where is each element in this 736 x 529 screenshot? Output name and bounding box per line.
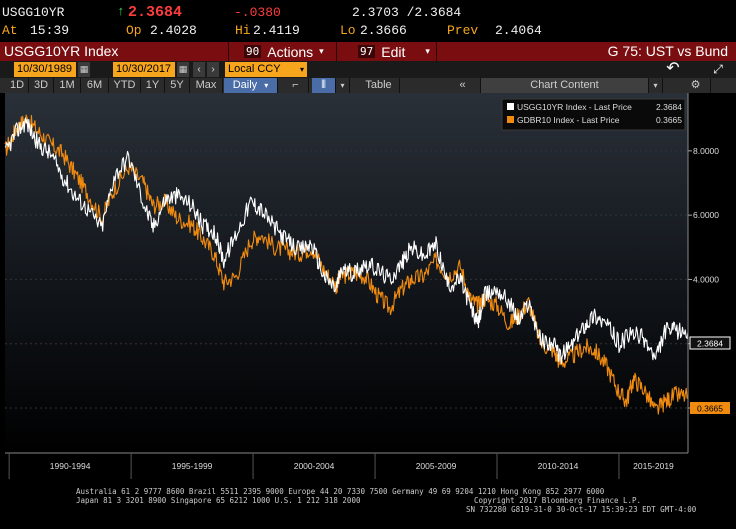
- frequency-value: Daily: [232, 79, 258, 91]
- x-tick-label: 2010-2014: [538, 461, 579, 471]
- price-chart[interactable]: 8.00006.00004.00002.00000.00001990-19941…: [0, 93, 736, 484]
- plot-area: [5, 93, 688, 453]
- period-max[interactable]: Max: [190, 78, 223, 93]
- time-value: 15:39: [30, 23, 70, 38]
- actions-menu[interactable]: 90 Actions ▾: [244, 42, 324, 61]
- title-bar: USGG10YR Index 90 Actions ▾ 97 Edit ▾ G …: [0, 42, 736, 61]
- settings-icon[interactable]: ⚙: [681, 78, 711, 93]
- security-name[interactable]: USGG10YR Index: [4, 43, 119, 59]
- bid-ask: 2.3703 /2.3684: [352, 5, 462, 20]
- last-value-us-text: 2.3684: [697, 339, 723, 349]
- legend-de-label: GDBR10 Index - Last Price: [517, 115, 620, 125]
- currency-value: Local CCY: [228, 63, 281, 75]
- open-value: 2.4028: [150, 23, 197, 38]
- x-tick-label: 2015-2019: [633, 461, 674, 471]
- caret-down-icon: ▾: [319, 46, 324, 56]
- legend-swatch-de: [507, 116, 514, 123]
- period-1y[interactable]: 1Y: [141, 78, 165, 93]
- date-toolbar: 10/30/1989 ▦ 10/30/2017 ▦ ‹ › Local CCY …: [0, 61, 736, 78]
- legend-us-label: USGG10YR Index - Last Price: [517, 102, 632, 112]
- expand-icon[interactable]: ⤢: [706, 62, 730, 77]
- net-change: -.0380: [234, 5, 281, 20]
- edit-menu[interactable]: 97 Edit ▾: [358, 42, 430, 61]
- period-ytd[interactable]: YTD: [109, 78, 141, 93]
- caret-down-icon: ▾: [299, 65, 304, 74]
- legend-us-value: 2.3684: [656, 102, 682, 112]
- calendar-icon[interactable]: ▦: [78, 62, 90, 77]
- series-line-de10y[interactable]: [4, 114, 689, 415]
- edit-shortcut: 97: [358, 45, 376, 58]
- ticker[interactable]: USGG10YR: [2, 5, 65, 20]
- period-1d[interactable]: 1D: [6, 78, 29, 93]
- frequency-select[interactable]: Daily ▾: [224, 78, 278, 93]
- candle-chart-icon[interactable]: ⫴: [312, 78, 336, 93]
- prev-value: 2.4064: [495, 23, 542, 38]
- table-button[interactable]: Table: [358, 78, 400, 93]
- divider: [228, 42, 229, 61]
- last-value-us: 2.3684: [689, 336, 731, 350]
- caret-down-icon[interactable]: ▾: [649, 78, 663, 93]
- caret-down-icon: ▾: [425, 46, 430, 56]
- low-label: Lo: [340, 23, 356, 38]
- x-tick-label: 1995-1999: [172, 461, 213, 471]
- calendar-icon[interactable]: ▦: [177, 62, 189, 77]
- x-tick-label: 2000-2004: [294, 461, 335, 471]
- period-5y[interactable]: 5Y: [165, 78, 190, 93]
- up-arrow-icon: ↑: [117, 4, 125, 19]
- chart-canvas[interactable]: 8.00006.00004.00002.00000.00001990-19941…: [0, 93, 736, 484]
- footer: Australia 61 2 9777 8600 Brazil 5511 239…: [0, 484, 736, 529]
- last-price: 2.3684: [128, 4, 183, 21]
- y-tick-label: 4.0000: [693, 274, 719, 284]
- divider: [436, 42, 437, 61]
- legend[interactable]: USGG10YR Index - Last Price 2.3684 GDBR1…: [501, 98, 686, 131]
- page-title: G 75: UST vs Bund: [607, 43, 728, 59]
- legend-de-value: 0.3665: [656, 115, 682, 125]
- currency-select[interactable]: Local CCY ▾: [225, 62, 307, 77]
- actions-shortcut: 90: [244, 45, 262, 58]
- low-value: 2.3666: [360, 23, 407, 38]
- footer-contacts: Australia 61 2 9777 8600 Brazil 5511 239…: [76, 487, 605, 496]
- period-toolbar: 1D 3D 1M 6M YTD 1Y 5Y Max Daily ▾ ⌐ ⫴ ▾ …: [0, 78, 736, 93]
- end-date-field[interactable]: 10/30/2017: [113, 62, 175, 77]
- x-tick-label: 2005-2009: [416, 461, 457, 471]
- last-value-de-text: 0.3665: [697, 404, 723, 414]
- caret-down-icon: ▾: [264, 81, 269, 90]
- footer-session: SN 732280 G819-31-0 30-Oct-17 15:39:23 E…: [466, 505, 697, 514]
- quote-header: USGG10YR ↑ 2.3684 -.0380 2.3703 /2.3684 …: [0, 0, 736, 40]
- period-6m[interactable]: 6M: [81, 78, 109, 93]
- y-tick-label: 8.0000: [693, 146, 719, 156]
- prev-icon[interactable]: ‹: [193, 62, 205, 77]
- chart-content-button[interactable]: Chart Content: [481, 78, 649, 93]
- open-label: Op: [126, 23, 142, 38]
- high-label: Hi: [235, 23, 251, 38]
- collapse-icon[interactable]: «: [445, 78, 481, 93]
- period-1m[interactable]: 1M: [54, 78, 81, 93]
- legend-swatch-us: [507, 103, 514, 110]
- period-3d[interactable]: 3D: [29, 78, 54, 93]
- last-value-de: 0.3665: [690, 402, 730, 414]
- footer-copyright: Copyright 2017 Bloomberg Finance L.P.: [474, 496, 642, 505]
- chart-content-label: Chart Content: [530, 79, 599, 91]
- start-date-field[interactable]: 10/30/1989: [14, 62, 76, 77]
- line-chart-icon[interactable]: ⌐: [283, 78, 309, 93]
- undo-icon[interactable]: ↶: [661, 61, 685, 77]
- time-label: At: [2, 23, 18, 38]
- x-tick-label: 1990-1994: [50, 461, 91, 471]
- divider: [336, 42, 337, 61]
- y-tick-label: 6.0000: [693, 210, 719, 220]
- caret-down-icon[interactable]: ▾: [336, 78, 350, 93]
- footer-contacts-2: Japan 81 3 3201 8900 Singapore 65 6212 1…: [76, 496, 361, 505]
- edit-label: Edit: [381, 43, 406, 60]
- prev-label: Prev: [447, 23, 479, 38]
- high-value: 2.4119: [253, 23, 300, 38]
- actions-label: Actions: [267, 43, 314, 60]
- series-line-us10y[interactable]: [4, 117, 689, 364]
- next-icon[interactable]: ›: [207, 62, 219, 77]
